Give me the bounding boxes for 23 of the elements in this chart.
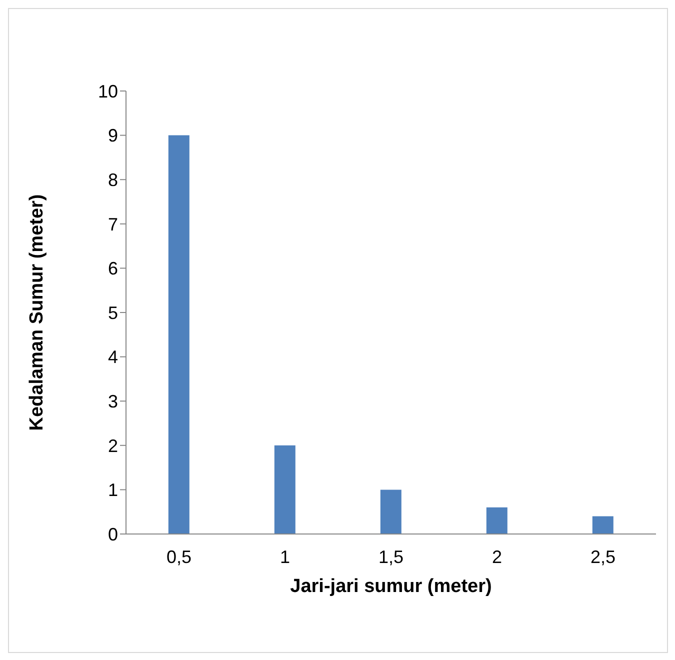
bar: [168, 135, 190, 534]
x-tick-label: 2,5: [590, 546, 616, 567]
x-tick-label: 1,5: [378, 546, 404, 567]
y-tick-label: 4: [108, 347, 118, 368]
bar: [274, 445, 296, 534]
x-tick-label: 2: [492, 546, 502, 567]
y-tick-label: 0: [108, 524, 118, 544]
y-tick-label: 5: [108, 302, 118, 323]
bar: [380, 490, 402, 534]
x-tick-label: 1: [280, 546, 290, 567]
y-tick-label: 7: [108, 214, 118, 234]
y-tick-label: 2: [108, 436, 118, 456]
y-tick-label: 10: [98, 81, 118, 102]
x-tick-label: 0,5: [166, 546, 192, 567]
y-tick-label: 3: [108, 391, 118, 412]
x-axis-title: Jari-jari sumur (meter): [290, 576, 492, 597]
y-tick-label: 8: [108, 170, 118, 190]
y-tick-label: 1: [108, 480, 118, 500]
y-tick-label: 6: [108, 258, 118, 279]
bar: [592, 516, 614, 534]
y-axis-title: Kedalaman Sumur (meter): [26, 194, 48, 431]
y-tick-label: 9: [108, 126, 118, 146]
bar: [486, 507, 508, 534]
